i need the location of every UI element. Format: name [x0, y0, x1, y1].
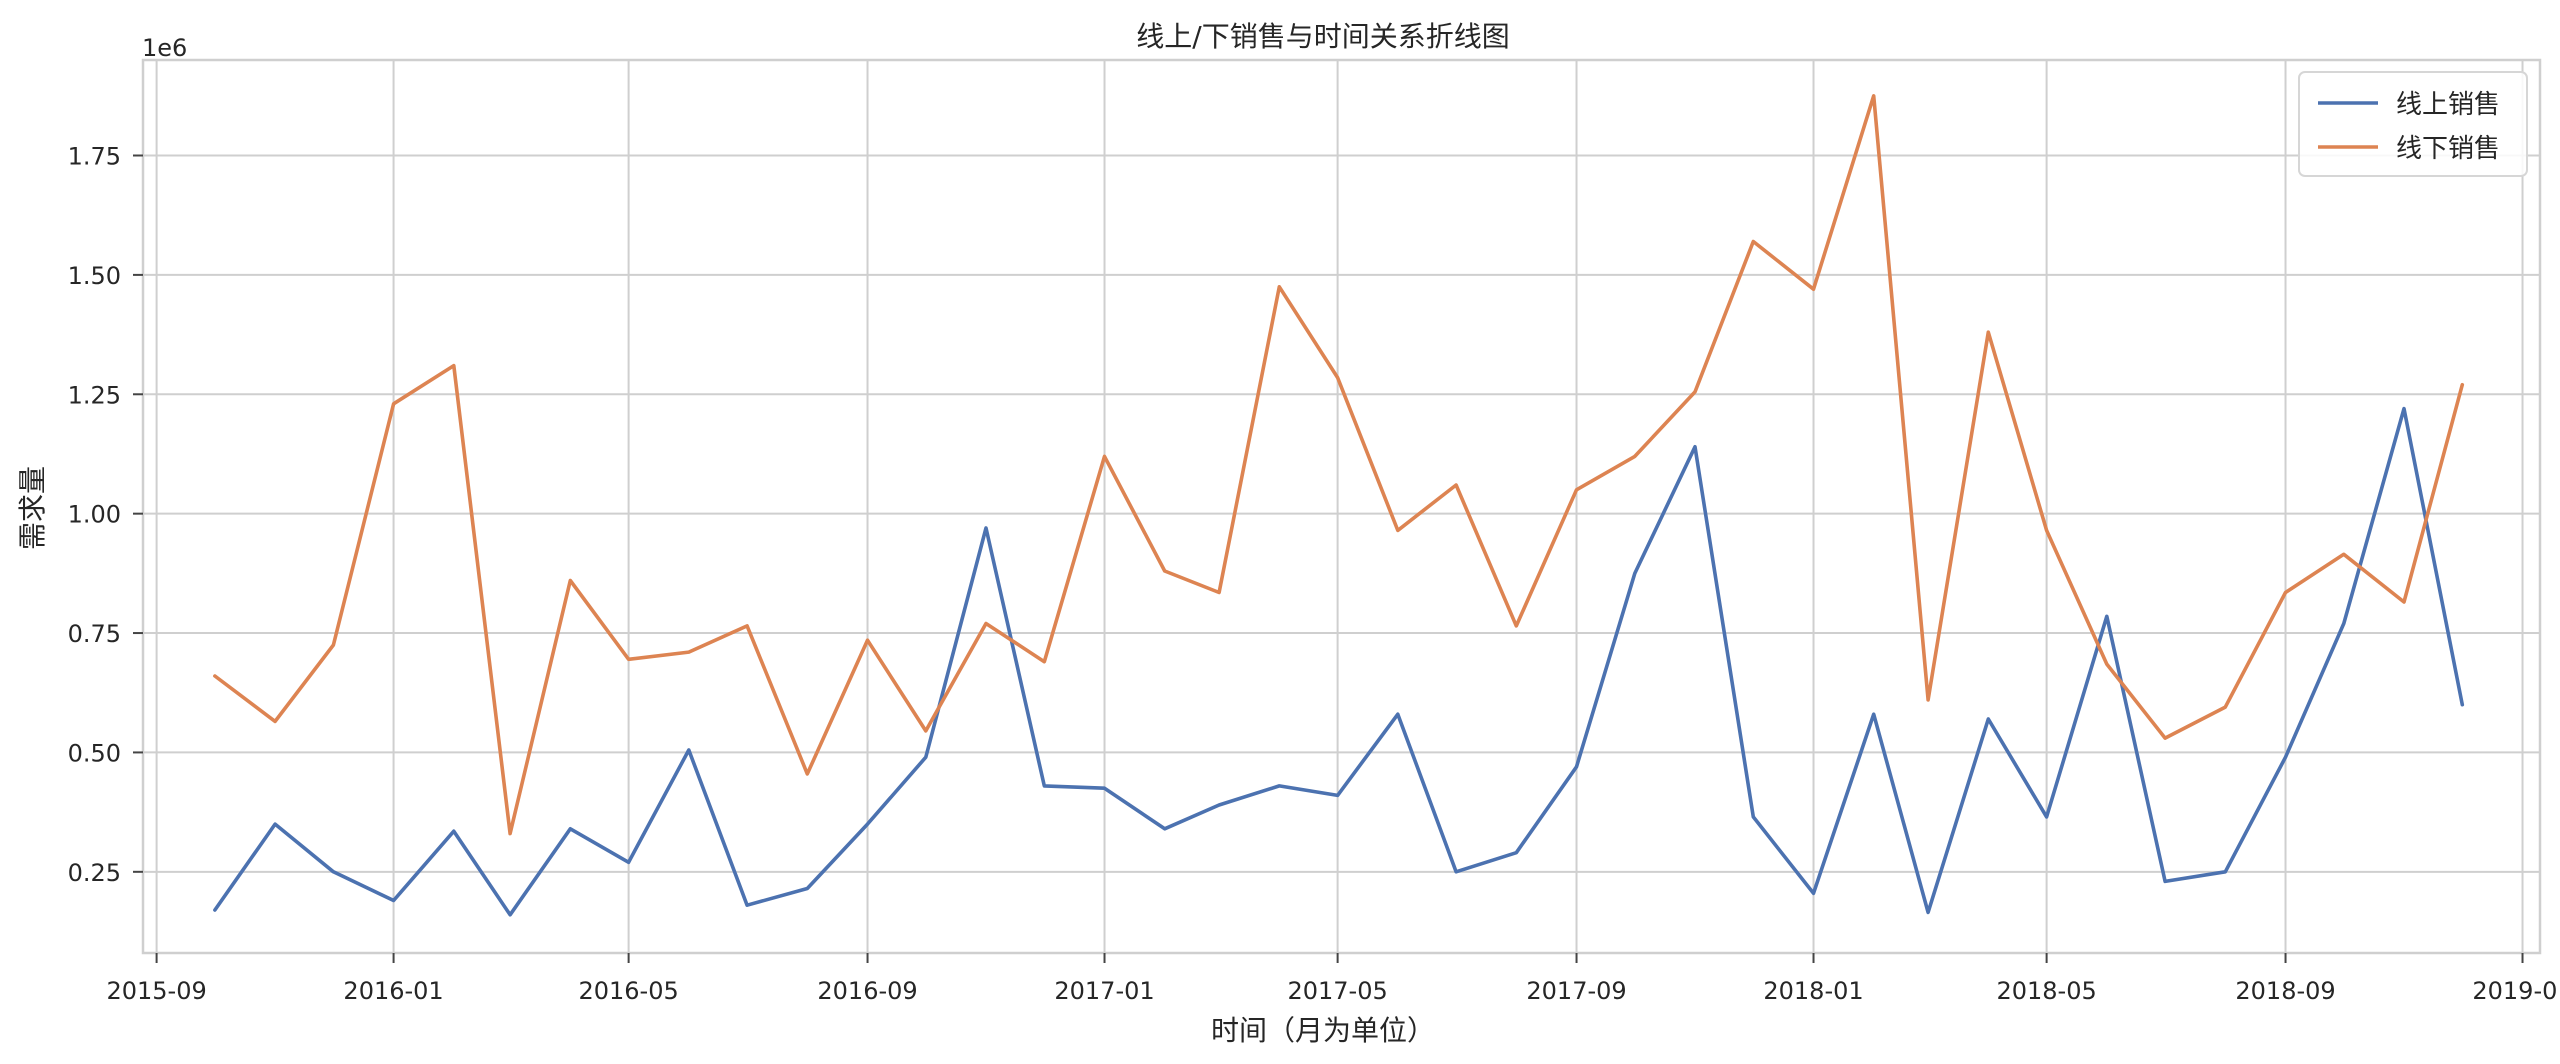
y-tick-label: 1.00	[68, 501, 121, 529]
y-tick-label: 1.25	[68, 381, 121, 409]
x-tick-label: 2019-01	[2472, 977, 2560, 1005]
y-tick-label: 1.75	[68, 143, 121, 171]
x-tick-label: 2017-01	[1054, 977, 1154, 1005]
chart-title: 线上/下销售与时间关系折线图	[1136, 20, 1509, 53]
x-tick-label: 2016-05	[578, 977, 678, 1005]
y-tick-label: 0.75	[68, 620, 121, 648]
y-tick-label: 1.50	[68, 262, 121, 290]
y-tick-label: 0.50	[68, 739, 121, 767]
x-tick-label: 2016-09	[817, 977, 917, 1005]
x-axis-label: 时间（月为单位）	[1211, 1014, 1435, 1047]
y-axis-offset-label: 1e6	[142, 34, 187, 62]
y-axis-ticks: 0.25 0.50 0.75 1.00 1.25 1.50 1.75	[68, 143, 143, 887]
x-tick-label: 2017-09	[1526, 977, 1626, 1005]
x-tick-label: 2016-01	[343, 977, 443, 1005]
x-tick-label: 2018-05	[1996, 977, 2096, 1005]
x-tick-label: 2015-09	[106, 977, 206, 1005]
series-line-0	[213, 406, 2465, 917]
x-tick-label: 2017-05	[1287, 977, 1387, 1005]
series-lines	[213, 94, 2465, 917]
y-tick-label: 0.25	[68, 859, 121, 887]
x-tick-label: 2018-01	[1763, 977, 1863, 1005]
plot-frame	[141, 58, 2542, 955]
x-tick-label: 2018-09	[2235, 977, 2335, 1005]
grid-lines	[143, 60, 2540, 953]
x-axis-ticks: 2015-09 2016-01 2016-05 2016-09 2017-01 2017-…	[106, 953, 2560, 1005]
legend-label-0: 线上销售	[2396, 90, 2500, 120]
legend-box	[2298, 71, 2528, 177]
legend-label-1: 线下销售	[2396, 134, 2500, 164]
series-line-1	[213, 94, 2465, 836]
y-axis-label: 需求量	[16, 466, 49, 550]
